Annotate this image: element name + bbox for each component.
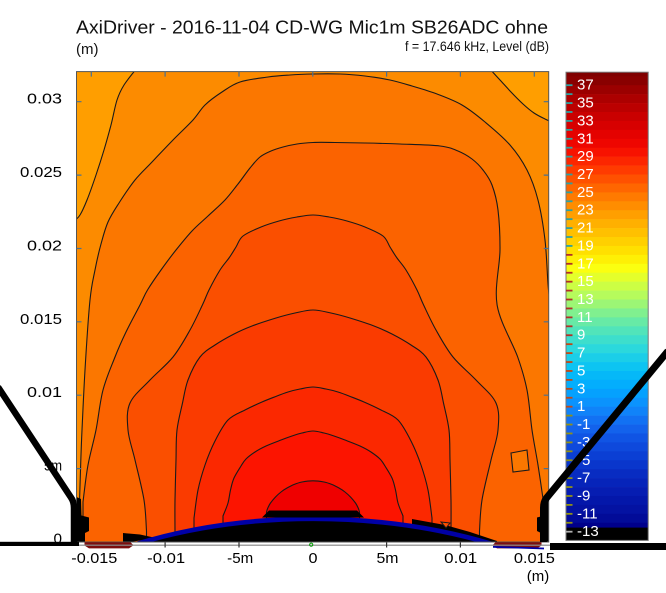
svg-text:1: 1 (577, 398, 585, 415)
svg-text:7: 7 (577, 345, 585, 362)
svg-text:29: 29 (577, 148, 594, 165)
svg-text:5: 5 (577, 363, 585, 380)
svg-text:f = 17.646 kHz, Level (dB): f = 17.646 kHz, Level (dB) (405, 38, 549, 54)
svg-text:(m): (m) (527, 568, 550, 585)
svg-text:33: 33 (577, 112, 594, 129)
svg-text:25: 25 (577, 184, 594, 201)
svg-text:0.01: 0.01 (27, 384, 62, 401)
svg-text:27: 27 (577, 166, 594, 183)
svg-text:-1: -1 (577, 416, 590, 433)
svg-text:9: 9 (577, 327, 585, 344)
svg-text:37: 37 (577, 77, 594, 94)
svg-text:11: 11 (577, 309, 593, 326)
svg-text:0.03: 0.03 (27, 91, 62, 108)
svg-text:-9: -9 (577, 488, 590, 505)
svg-text:21: 21 (577, 220, 594, 237)
svg-text:13: 13 (577, 291, 594, 308)
svg-text:23: 23 (577, 202, 594, 219)
svg-text:(m): (m) (76, 41, 99, 58)
svg-text:0: 0 (309, 550, 318, 567)
svg-text:0.015: 0.015 (20, 311, 62, 328)
svg-text:0.015: 0.015 (514, 550, 555, 567)
svg-text:31: 31 (577, 130, 594, 147)
svg-text:0.02: 0.02 (27, 238, 62, 255)
svg-text:-13: -13 (577, 523, 599, 540)
svg-text:AxiDriver - 2016-11-04 CD-WG M: AxiDriver - 2016-11-04 CD-WG Mic1m SB26A… (76, 17, 548, 38)
svg-text:-0.015: -0.015 (71, 550, 117, 567)
svg-text:0.01: 0.01 (444, 550, 477, 567)
svg-text:0: 0 (54, 531, 63, 548)
svg-text:5m: 5m (44, 458, 62, 475)
svg-text:17: 17 (577, 255, 594, 272)
svg-text:0.025: 0.025 (20, 164, 62, 181)
svg-text:5m: 5m (377, 550, 399, 567)
svg-text:15: 15 (577, 273, 594, 290)
svg-text:-5m: -5m (227, 550, 253, 567)
svg-text:-0.01: -0.01 (147, 550, 185, 567)
svg-text:19: 19 (577, 237, 594, 254)
svg-text:3: 3 (577, 380, 585, 397)
svg-text:-11: -11 (577, 505, 598, 522)
svg-text:35: 35 (577, 95, 594, 112)
svg-text:-7: -7 (577, 470, 590, 487)
